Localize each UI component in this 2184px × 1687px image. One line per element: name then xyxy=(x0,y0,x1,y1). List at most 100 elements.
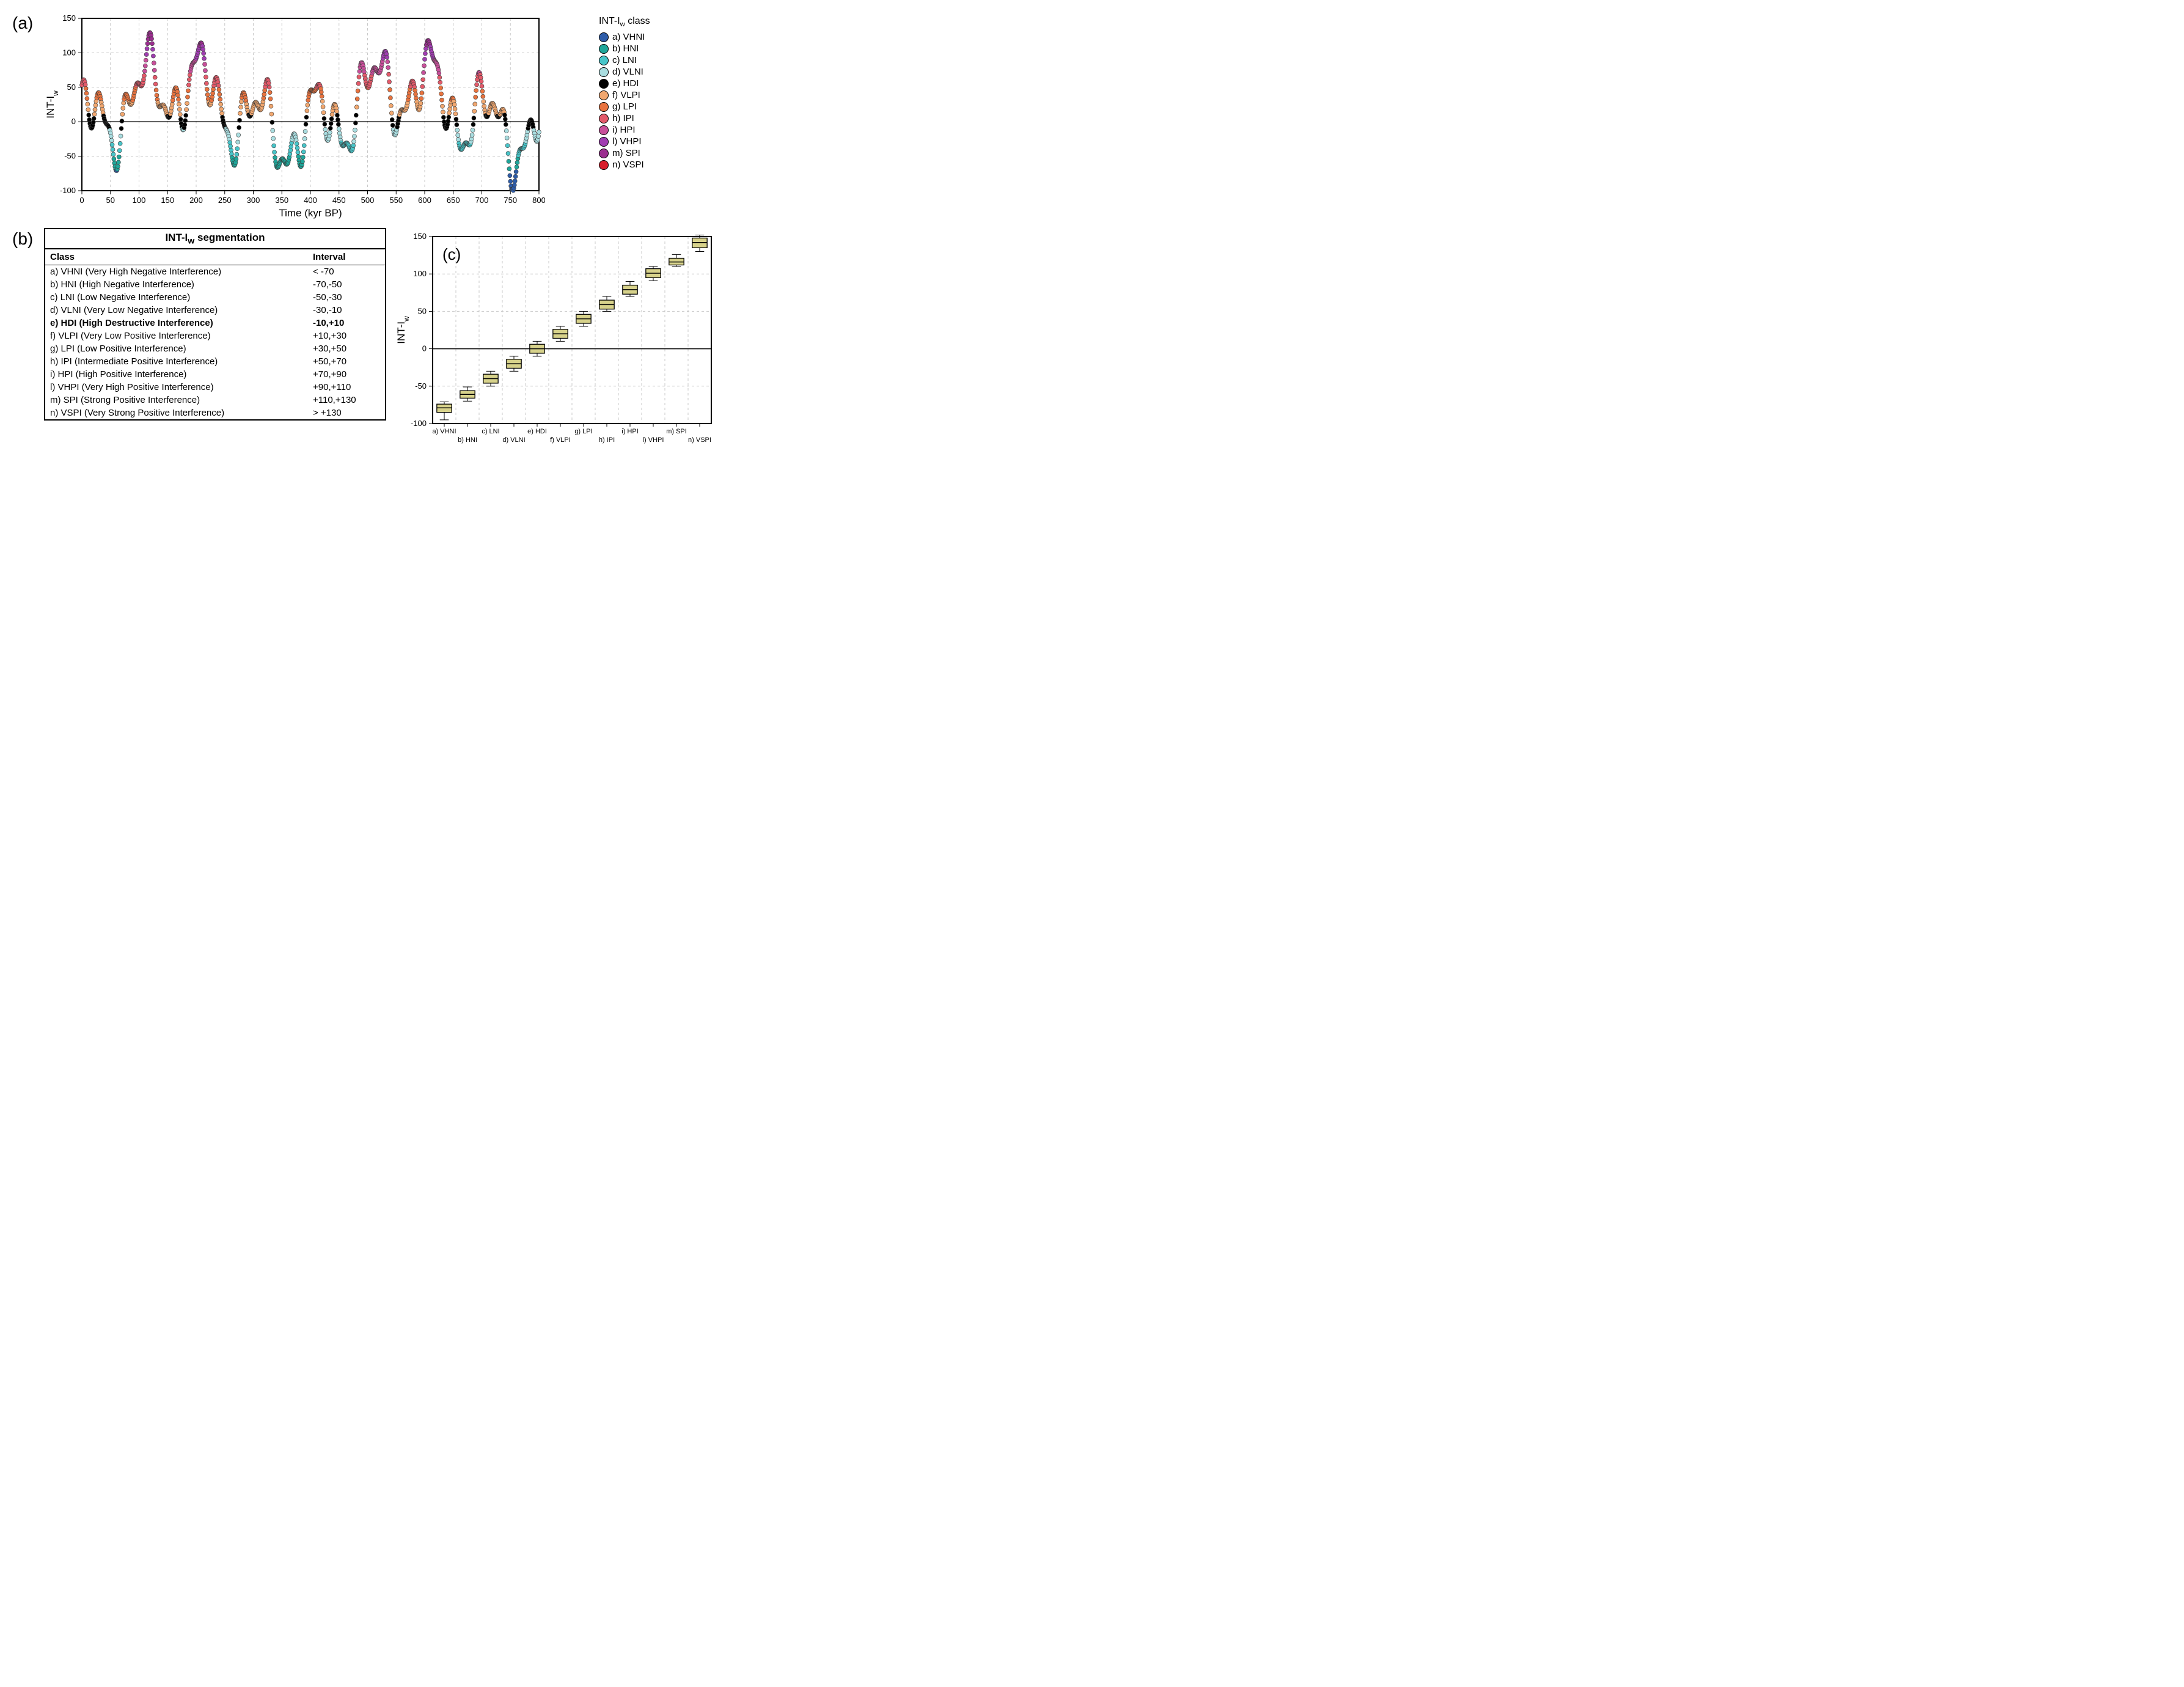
table-row: h) IPI (Intermediate Positive Interferen… xyxy=(45,355,385,368)
legend-swatch xyxy=(599,160,609,170)
table-row: i) HPI (High Positive Interference)+70,+… xyxy=(45,368,385,381)
panel-c: (c) -100-50050100150INT-Iwa) VHNIb) HNIc… xyxy=(394,228,733,463)
svg-text:150: 150 xyxy=(413,232,427,241)
legend-item: b) HNI xyxy=(599,43,733,54)
legend-label: i) HPI xyxy=(612,125,636,135)
svg-text:-50: -50 xyxy=(415,381,427,391)
table-row: d) VLNI (Very Low Negative Interference)… xyxy=(45,304,385,317)
table-cell-class: f) VLPI (Very Low Positive Interference) xyxy=(50,331,313,341)
legend-label: d) VLNI xyxy=(612,67,643,77)
table-cell-class: m) SPI (Strong Positive Interference) xyxy=(50,395,313,405)
svg-text:750: 750 xyxy=(504,196,517,205)
table-cell-class: c) LNI (Low Negative Interference) xyxy=(50,292,313,303)
svg-text:700: 700 xyxy=(475,196,489,205)
table-row: b) HNI (High Negative Interference)-70,-… xyxy=(45,278,385,291)
table-cell-interval: +10,+30 xyxy=(313,331,380,341)
legend: INT-Iw class a) VHNIb) HNIc) LNI d) VLNIe… xyxy=(599,12,733,223)
legend-swatch xyxy=(599,90,609,100)
svg-text:200: 200 xyxy=(189,196,203,205)
svg-text:600: 600 xyxy=(418,196,431,205)
legend-swatch xyxy=(599,114,609,123)
table-cell-interval: +50,+70 xyxy=(313,356,380,367)
svg-text:100: 100 xyxy=(413,269,427,278)
svg-text:300: 300 xyxy=(247,196,260,205)
table-row: g) LPI (Low Positive Interference)+30,+5… xyxy=(45,342,385,355)
legend-swatch xyxy=(599,125,609,135)
legend-item: d) VLNI xyxy=(599,67,733,77)
table-cell-class: i) HPI (High Positive Interference) xyxy=(50,369,313,380)
panel-c-label: (c) xyxy=(442,245,461,264)
svg-text:0: 0 xyxy=(422,344,427,353)
svg-text:0: 0 xyxy=(71,117,76,126)
legend-item: l) VHPI xyxy=(599,136,733,147)
table-row: e) HDI (High Destructive Interference)-1… xyxy=(45,317,385,329)
legend-swatch xyxy=(599,56,609,65)
table-cell-class: h) IPI (Intermediate Positive Interferen… xyxy=(50,356,313,367)
svg-text:i) HPI: i) HPI xyxy=(621,428,639,435)
table-cell-class: l) VHPI (Very High Positive Interference… xyxy=(50,382,313,392)
legend-title-pre: INT-I xyxy=(599,16,620,26)
svg-text:INT-Iw: INT-Iw xyxy=(45,90,60,119)
legend-swatch xyxy=(599,102,609,112)
table-cell-interval: +30,+50 xyxy=(313,344,380,354)
svg-text:l) VHPI: l) VHPI xyxy=(643,436,664,444)
table-cell-interval: > +130 xyxy=(313,408,380,418)
legend-label: e) HDI xyxy=(612,78,639,89)
svg-text:550: 550 xyxy=(389,196,403,205)
legend-label: a) VHNI xyxy=(612,32,645,42)
svg-text:150: 150 xyxy=(161,196,174,205)
svg-text:e) HDI: e) HDI xyxy=(527,428,547,435)
table-cell-class: e) HDI (High Destructive Interference) xyxy=(50,318,313,328)
legend-title-post: class xyxy=(625,16,650,26)
scatter-chart: 0501001502002503003504004505005506006507… xyxy=(44,12,545,220)
legend-label: g) LPI xyxy=(612,101,637,112)
legend-title: INT-Iw class xyxy=(599,16,733,28)
table-row: n) VSPI (Very Strong Positive Interferen… xyxy=(45,406,385,419)
svg-text:h) IPI: h) IPI xyxy=(599,436,615,444)
svg-text:d) VLNI: d) VLNI xyxy=(502,436,525,444)
svg-text:800: 800 xyxy=(532,196,545,205)
legend-item: e) HDI xyxy=(599,78,733,89)
svg-text:g) LPI: g) LPI xyxy=(574,428,592,435)
svg-text:0: 0 xyxy=(79,196,84,205)
svg-text:350: 350 xyxy=(275,196,288,205)
table-row: m) SPI (Strong Positive Interference)+11… xyxy=(45,394,385,406)
table-cell-class: b) HNI (High Negative Interference) xyxy=(50,279,313,290)
table-title: INT-Iw segmentation xyxy=(45,229,385,249)
legend-item: n) VSPI xyxy=(599,160,733,170)
svg-text:Time (kyr BP): Time (kyr BP) xyxy=(279,207,342,219)
legend-title-sub: w xyxy=(620,21,625,28)
legend-label: c) LNI xyxy=(612,55,637,65)
table-cell-interval: -50,-30 xyxy=(313,292,380,303)
panel-a: 0501001502002503003504004505005506006507… xyxy=(44,12,592,223)
table-cell-class: g) LPI (Low Positive Interference) xyxy=(50,344,313,354)
legend-swatch xyxy=(599,137,609,147)
svg-text:-100: -100 xyxy=(60,186,76,195)
table-cell-class: a) VHNI (Very High Negative Interference… xyxy=(50,266,313,277)
svg-text:m) SPI: m) SPI xyxy=(666,428,687,435)
svg-text:50: 50 xyxy=(418,306,427,315)
segmentation-table: INT-Iw segmentation Class Interval a) VH… xyxy=(44,228,386,421)
table-cell-interval: -10,+10 xyxy=(313,318,380,328)
legend-label: f) VLPI xyxy=(612,90,640,100)
svg-text:100: 100 xyxy=(62,48,76,57)
legend-item: a) VHNI xyxy=(599,32,733,42)
legend-label: m) SPI xyxy=(612,148,640,158)
col-interval: Interval xyxy=(313,252,380,262)
legend-swatch xyxy=(599,79,609,89)
svg-text:-100: -100 xyxy=(411,419,427,428)
table-row: a) VHNI (Very High Negative Interference… xyxy=(45,265,385,278)
legend-item: g) LPI xyxy=(599,101,733,112)
panel-b-label: (b) xyxy=(12,228,37,248)
svg-text:50: 50 xyxy=(67,83,76,92)
table-row: c) LNI (Low Negative Interference)-50,-3… xyxy=(45,291,385,304)
table-cell-class: d) VLNI (Very Low Negative Interference) xyxy=(50,305,313,315)
svg-text:400: 400 xyxy=(304,196,317,205)
figure: (a) 050100150200250300350400450500550600… xyxy=(12,12,733,463)
legend-swatch xyxy=(599,44,609,54)
col-class: Class xyxy=(50,252,313,262)
legend-item: c) LNI xyxy=(599,55,733,65)
table-cell-interval: +110,+130 xyxy=(313,395,380,405)
legend-label: b) HNI xyxy=(612,43,639,54)
svg-text:a) VHNI: a) VHNI xyxy=(432,428,456,435)
